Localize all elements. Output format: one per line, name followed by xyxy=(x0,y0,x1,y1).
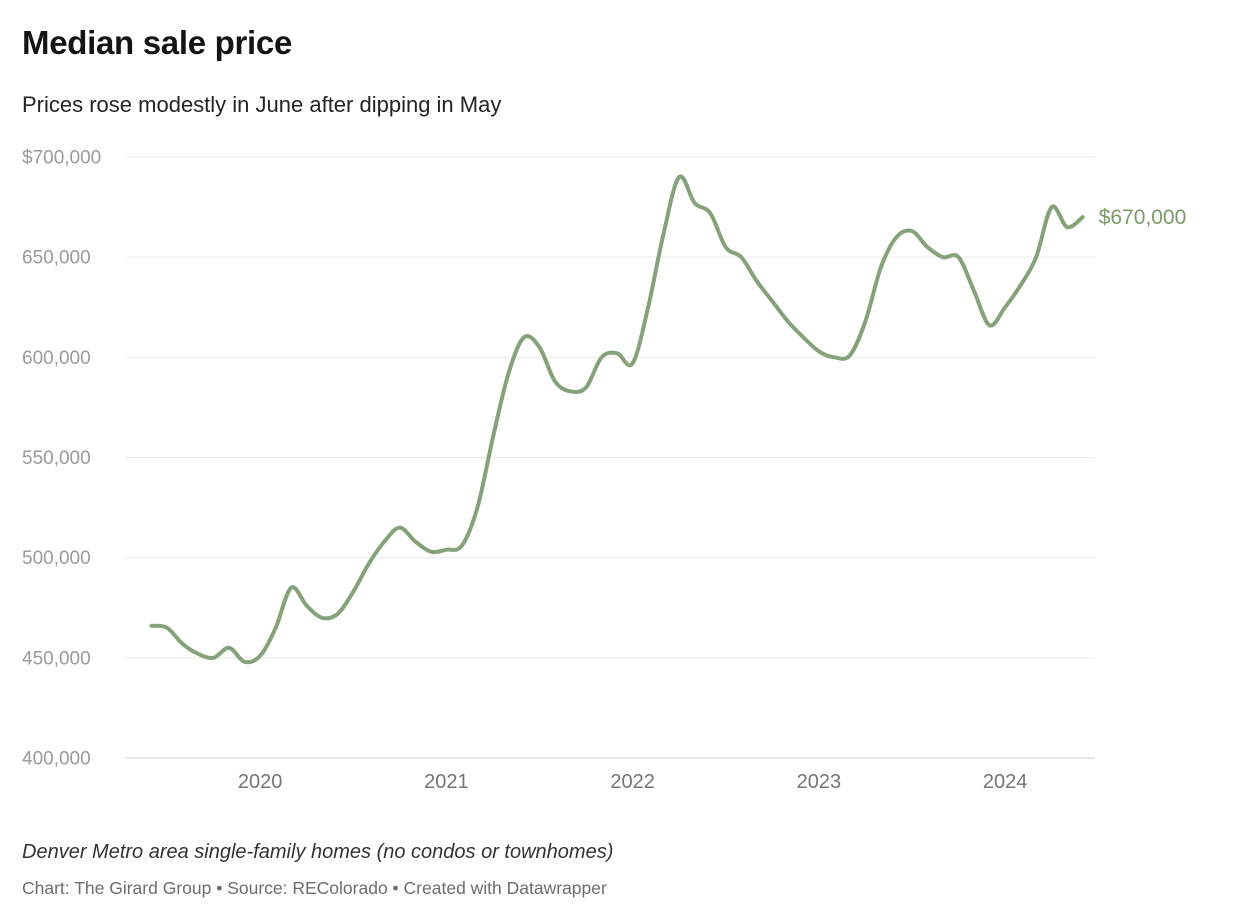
chart-canvas: 400,000 450,000 500,000 550,000 600,000 650,0… xyxy=(22,148,1187,794)
x-axis-tick-label: 2021 xyxy=(424,771,469,793)
y-axis-tick-label: 650,000 xyxy=(22,248,91,269)
chart-byline: Chart: The Girard Group • Source: REColo… xyxy=(22,878,607,898)
chart-title: Median sale price xyxy=(22,24,293,61)
x-axis-tick-label: 2022 xyxy=(610,771,655,793)
line-end-value-label: $670,000 xyxy=(1099,206,1187,229)
y-axis-tick-label: 600,000 xyxy=(22,348,91,369)
y-axis-tick-label: 450,000 xyxy=(22,648,91,669)
y-axis-tick-label: 550,000 xyxy=(22,448,91,469)
x-axis-tick-label: 2023 xyxy=(797,771,842,793)
x-axis-tick-label: 2024 xyxy=(983,771,1028,793)
chart-subtitle: Prices rose modestly in June after dippi… xyxy=(22,92,502,117)
y-axis-tick-label: $700,000 xyxy=(22,148,101,169)
x-axis-tick-label: 2020 xyxy=(238,771,283,793)
price-line xyxy=(149,174,1085,665)
chart-note: Denver Metro area single-family homes (n… xyxy=(22,841,614,863)
y-axis-tick-label: 400,000 xyxy=(22,749,91,770)
line-chart: 400,000 450,000 500,000 550,000 600,000 650,0… xyxy=(0,140,1240,800)
y-axis-tick-label: 500,000 xyxy=(22,548,91,569)
